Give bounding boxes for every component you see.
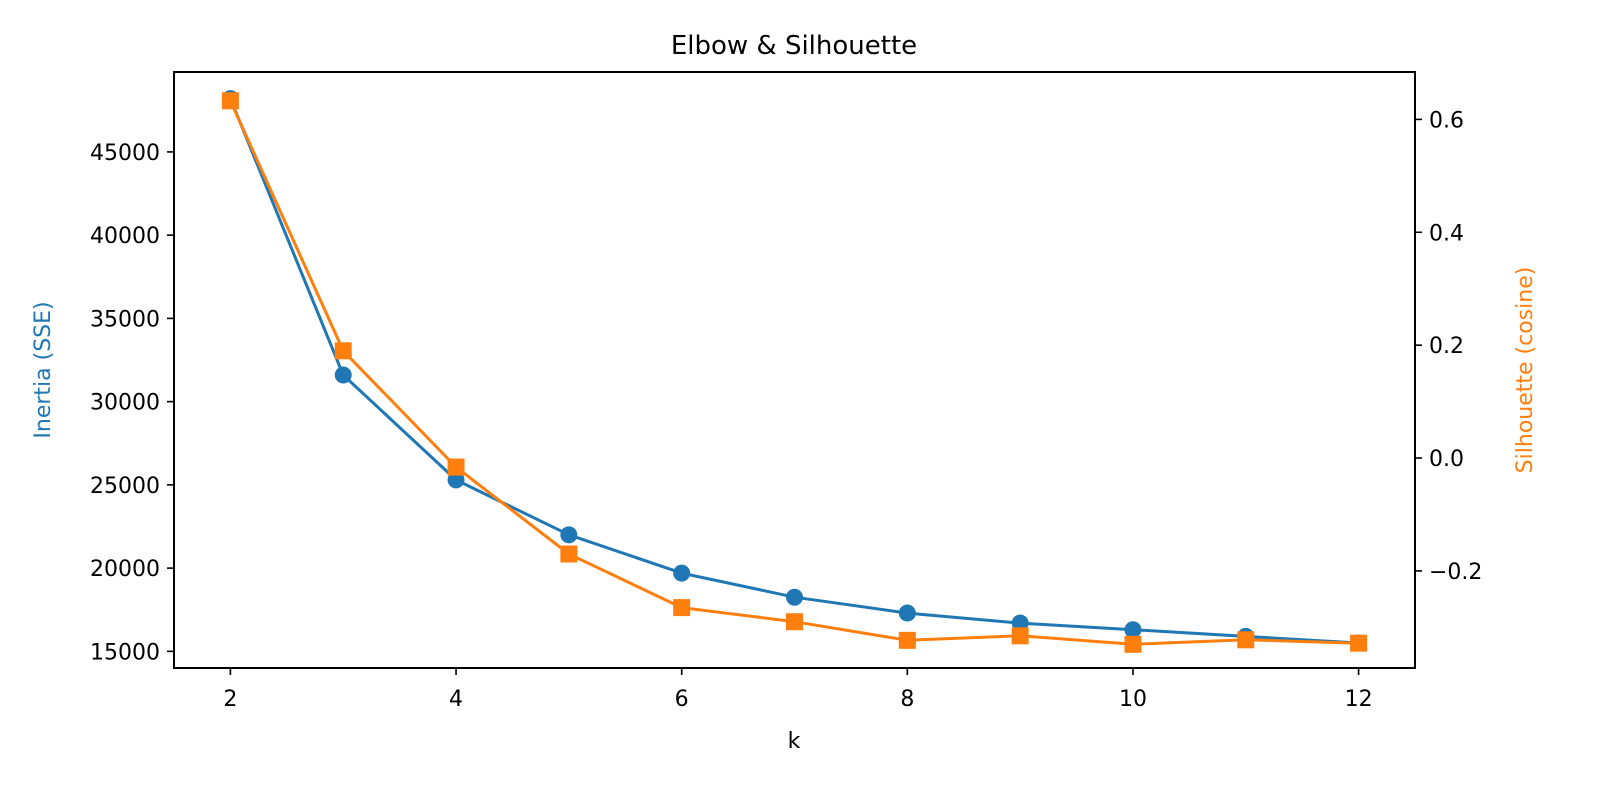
plot-frame (173, 71, 1416, 669)
silhouette-point (1124, 635, 1142, 653)
silhouette-point (1011, 627, 1029, 645)
x-tick-label: 2 (223, 687, 237, 712)
left-tick-label: 45000 (90, 141, 160, 166)
inertia-point (334, 366, 352, 384)
silhouette-point (447, 458, 465, 476)
silhouette-point (673, 599, 691, 617)
right-tick-label: 0.2 (1429, 334, 1464, 359)
left-tick-label: 25000 (90, 474, 160, 499)
left-tick-label: 40000 (90, 224, 160, 249)
silhouette-point (221, 92, 239, 110)
silhouette-point (898, 631, 916, 649)
chart-title: Elbow & Silhouette (671, 31, 917, 61)
right-tick-label: 0.4 (1429, 221, 1464, 246)
x-tick-label: 4 (449, 687, 463, 712)
right-axis-label: Silhouette (cosine) (1513, 267, 1538, 474)
left-tick-label: 20000 (90, 557, 160, 582)
right-tick-label: 0.6 (1429, 108, 1464, 133)
inertia-point (898, 604, 916, 622)
silhouette-point (1237, 631, 1255, 649)
silhouette-point (560, 545, 578, 563)
x-tick-label: 10 (1119, 687, 1147, 712)
right-axis-ticks: −0.2 0.0 0.2 0.4 0.6 (1415, 108, 1482, 585)
inertia-point (1124, 621, 1142, 639)
x-tick-label: 8 (900, 687, 914, 712)
silhouette-point (786, 613, 803, 631)
inertia-point (1011, 614, 1029, 632)
x-tick-label: 6 (675, 687, 689, 712)
inertia-point (786, 588, 803, 606)
left-axis-label: Inertia (SSE) (31, 301, 56, 438)
right-tick-label: 0.0 (1429, 447, 1464, 472)
left-tick-label: 30000 (90, 391, 160, 416)
left-axis-ticks: 15000 20000 25000 30000 35000 40000 45000 (90, 141, 174, 665)
x-tick-label: 12 (1345, 687, 1373, 712)
inertia-point (673, 564, 691, 582)
series-layer (221, 90, 1368, 653)
x-axis-ticks: 2 4 6 8 10 12 (223, 668, 1373, 712)
left-tick-label: 15000 (90, 640, 160, 665)
silhouette-point (1350, 634, 1368, 652)
inertia-point (560, 526, 578, 544)
left-tick-label: 35000 (90, 307, 160, 332)
x-axis-label: k (788, 729, 801, 754)
silhouette-point (334, 342, 352, 360)
inertia-point (447, 471, 465, 489)
right-tick-label: −0.2 (1429, 560, 1482, 585)
